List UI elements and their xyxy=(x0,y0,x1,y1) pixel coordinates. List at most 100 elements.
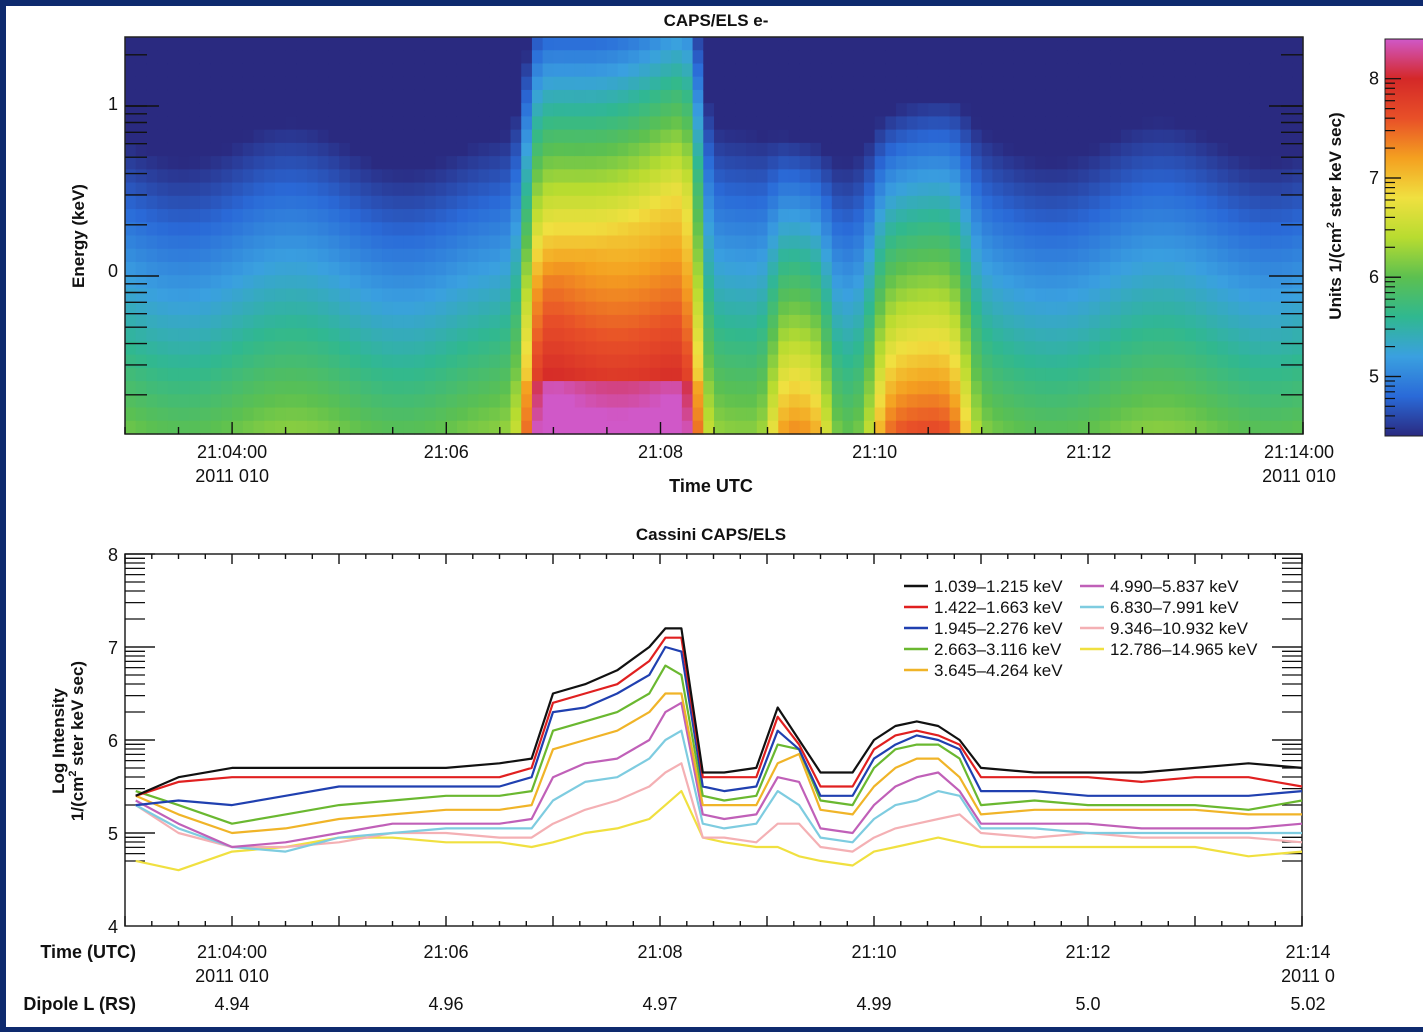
heatmap-cell xyxy=(885,394,897,409)
heatmap-cell xyxy=(382,261,394,276)
heatmap-cell xyxy=(1174,103,1186,117)
heatmap-cell xyxy=(1099,50,1111,65)
heatmap-cell xyxy=(167,420,180,435)
heatmap-cell xyxy=(489,354,501,369)
heatmap-cell xyxy=(167,37,180,51)
heatmap-cell xyxy=(317,341,330,356)
heatmap-cell xyxy=(649,129,662,144)
heatmap-cell xyxy=(392,156,405,170)
heatmap-cell xyxy=(135,314,148,329)
heatmap-cell xyxy=(264,129,276,144)
heatmap-cell xyxy=(906,275,919,290)
heatmap-cell xyxy=(1120,195,1133,210)
heatmap-cell xyxy=(746,129,758,144)
heatmap-cell xyxy=(639,354,651,369)
heatmap-cell xyxy=(971,235,983,250)
heatmap-cell xyxy=(1228,156,1240,170)
heatmap-cell xyxy=(649,222,662,237)
heatmap-cell xyxy=(414,261,426,276)
heatmap-cell xyxy=(414,301,426,316)
heatmap-cell xyxy=(1088,354,1101,369)
heatmap-cell xyxy=(992,288,1004,303)
heatmap-cell xyxy=(1099,142,1111,157)
heatmap-cell xyxy=(949,76,961,91)
heatmap-cell xyxy=(1195,89,1208,104)
heatmap-cell xyxy=(1270,420,1283,435)
heatmap-cell xyxy=(724,89,737,104)
heatmap-cell xyxy=(1067,261,1079,276)
heatmap-cell xyxy=(553,50,565,65)
heatmap-cell xyxy=(799,222,811,237)
heatmap-cell xyxy=(767,341,779,356)
heatmap-cell xyxy=(639,394,651,409)
heatmap-cell xyxy=(1003,195,1015,210)
heatmap-cell xyxy=(371,169,383,184)
heatmap-cell xyxy=(606,407,619,422)
heatmap-cell xyxy=(435,129,447,144)
heatmap-cell xyxy=(274,288,287,303)
heatmap-cell xyxy=(617,209,629,223)
heatmap-cell xyxy=(992,37,1004,51)
heatmap-cell xyxy=(1249,76,1261,91)
heatmap-cell xyxy=(746,314,758,329)
heatmap-cell xyxy=(1056,420,1068,435)
heatmap-cell xyxy=(199,354,212,369)
heatmap-cell xyxy=(531,354,544,369)
heatmap-cell xyxy=(1174,394,1186,409)
heatmap-cell xyxy=(1185,63,1197,78)
heatmap-cell xyxy=(125,314,137,329)
heatmap-cell xyxy=(232,222,244,237)
heatmap-cell xyxy=(392,209,405,223)
heatmap-cell xyxy=(1003,50,1015,65)
heatmap-cell xyxy=(810,169,822,184)
heatmap-cell xyxy=(1249,142,1261,157)
heatmap-cell xyxy=(1045,341,1058,356)
heatmap-cell xyxy=(189,222,201,237)
heatmap-cell xyxy=(971,341,983,356)
heatmap-cell xyxy=(328,129,340,144)
heatmap-cell xyxy=(788,288,801,303)
heatmap-cell xyxy=(928,354,940,369)
heatmap-cell xyxy=(842,407,854,422)
heatmap-cell xyxy=(178,328,190,342)
heatmap-cell xyxy=(1067,129,1079,144)
heatmap-cell xyxy=(1088,407,1101,422)
heatmap-cell xyxy=(510,182,522,197)
heatmap-cell xyxy=(681,195,694,210)
heatmap-cell xyxy=(414,248,426,263)
heatmap-cell xyxy=(553,407,565,422)
heatmap-cell xyxy=(788,209,801,223)
heatmap-cell xyxy=(660,103,672,117)
heatmap-cell xyxy=(671,195,683,210)
heatmap-cell xyxy=(349,301,362,316)
heatmap-cell xyxy=(1270,235,1283,250)
heatmap-cell xyxy=(542,328,554,342)
heatmap-cell xyxy=(1003,169,1015,184)
heatmap-cell xyxy=(981,301,994,316)
heatmap-cell xyxy=(1035,195,1047,210)
heatmap-cell xyxy=(1088,195,1101,210)
line-chart-y-tick-label: 6 xyxy=(108,731,118,751)
heatmap-cell xyxy=(703,195,715,210)
heatmap-cell xyxy=(606,420,619,435)
heatmap-cell xyxy=(1174,169,1186,184)
heatmap-cell xyxy=(531,407,544,422)
heatmap-cell xyxy=(446,394,458,409)
heatmap-cell xyxy=(1238,209,1251,223)
heatmap-cell xyxy=(467,328,479,342)
heatmap-cell xyxy=(210,142,222,157)
heatmap-cell xyxy=(1249,169,1261,184)
heatmap-cell xyxy=(1206,248,1218,263)
heatmap-cell xyxy=(831,275,844,290)
heatmap-cell xyxy=(1056,288,1068,303)
heatmap-cell xyxy=(349,76,362,91)
heatmap-cell xyxy=(478,314,490,329)
heatmap-cell xyxy=(692,50,704,65)
time-axis-label: Time (UTC) xyxy=(40,942,136,962)
heatmap-cell xyxy=(135,209,148,223)
heatmap-cell xyxy=(649,261,662,276)
heatmap-cell xyxy=(328,354,340,369)
heatmap-cell xyxy=(821,129,833,144)
heatmap-cell xyxy=(821,407,833,422)
heatmap-cell xyxy=(360,103,372,117)
